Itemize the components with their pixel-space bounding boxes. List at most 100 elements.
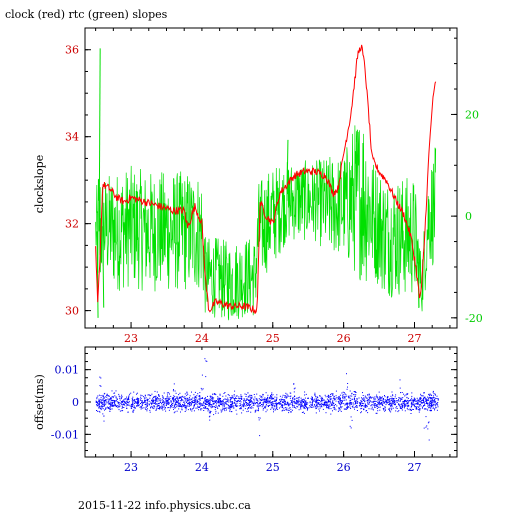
- offset-point: [230, 411, 232, 413]
- offset-point: [217, 402, 219, 404]
- offset-point: [320, 405, 322, 407]
- offset-point: [229, 406, 231, 408]
- offset-point: [344, 404, 346, 406]
- offset-point: [347, 402, 348, 404]
- offset-point: [333, 408, 335, 410]
- offset-point: [186, 397, 188, 399]
- offset-point: [168, 398, 170, 400]
- offset-point: [330, 405, 332, 406]
- offset-point: [199, 395, 201, 397]
- offset-point: [305, 406, 307, 408]
- offset-point: [264, 399, 266, 400]
- offset-point: [415, 408, 417, 410]
- offset-point: [119, 410, 121, 412]
- offset-point: [103, 420, 105, 422]
- offset-point: [197, 405, 199, 407]
- y-tick-label: 34: [65, 131, 79, 144]
- offset-point: [277, 402, 279, 404]
- offset-point: [428, 403, 430, 405]
- offset-point: [413, 397, 415, 399]
- offset-point: [245, 399, 247, 401]
- offset-point: [348, 403, 350, 405]
- offset-point: [418, 411, 420, 413]
- offset-point: [109, 401, 111, 403]
- offset-point: [314, 394, 316, 396]
- offset-point: [414, 398, 416, 400]
- offset-point: [311, 402, 313, 403]
- offset-point: [316, 400, 318, 402]
- offset-point: [103, 402, 105, 404]
- offset-point: [367, 402, 369, 404]
- offset-point: [260, 401, 262, 403]
- offset-point: [377, 396, 379, 398]
- offset-point: [209, 401, 211, 403]
- offset-point: [279, 395, 281, 397]
- offset-point: [264, 406, 265, 408]
- offset-point: [147, 394, 149, 396]
- offset-point: [361, 411, 362, 413]
- offset-point: [138, 400, 140, 402]
- offset-point: [100, 398, 102, 400]
- offset-point: [168, 409, 170, 411]
- offset-point: [413, 404, 415, 406]
- offset-point: [303, 412, 305, 414]
- offset-point: [343, 394, 345, 396]
- offset-point: [428, 404, 430, 406]
- offset-point: [191, 404, 192, 406]
- offset-point: [144, 400, 145, 402]
- offset-point: [126, 396, 128, 398]
- offset-point: [153, 405, 155, 406]
- offset-point: [140, 398, 142, 399]
- offset-point: [205, 403, 207, 405]
- offset-point: [423, 401, 425, 403]
- offset-point: [157, 397, 158, 399]
- offset-point: [107, 398, 109, 400]
- offset-point: [151, 399, 153, 401]
- offset-point: [392, 401, 394, 403]
- offset-point: [245, 398, 247, 400]
- offset-point: [265, 401, 267, 402]
- offset-point: [306, 402, 308, 404]
- offset-point: [323, 401, 325, 403]
- offset-point: [219, 400, 221, 402]
- offset-point: [323, 403, 325, 405]
- offset-point: [99, 407, 101, 409]
- offset-point: [193, 405, 195, 407]
- offset-point: [244, 400, 246, 402]
- offset-point: [231, 405, 233, 407]
- offset-point: [254, 410, 256, 412]
- offset-point: [115, 390, 117, 392]
- offset-point: [307, 408, 308, 409]
- offset-point: [427, 402, 429, 404]
- offset-point: [152, 399, 154, 401]
- offset-point: [326, 401, 328, 403]
- offset-point: [176, 410, 178, 412]
- offset-point: [230, 404, 232, 405]
- offset-point: [249, 394, 251, 396]
- offset-point: [369, 397, 371, 399]
- offset-point: [404, 407, 405, 409]
- offset-point: [258, 398, 260, 400]
- offset-point: [275, 408, 277, 410]
- offset-point: [150, 405, 152, 407]
- offset-point: [318, 403, 320, 405]
- offset-point: [353, 398, 355, 400]
- offset-point: [153, 406, 155, 408]
- offset-point: [308, 407, 310, 409]
- offset-point: [399, 400, 401, 402]
- offset-point: [338, 399, 340, 401]
- offset-point: [385, 404, 387, 406]
- y-axis-label-clockslope: clockslope: [33, 155, 46, 213]
- offset-point: [351, 419, 353, 421]
- offset-point: [426, 400, 428, 402]
- offset-point: [215, 403, 217, 405]
- offset-point: [234, 390, 236, 392]
- offset-point: [431, 400, 433, 402]
- offset-point: [338, 402, 340, 404]
- offset-point: [185, 398, 187, 400]
- offset-point: [393, 403, 395, 405]
- offset-point: [193, 407, 195, 409]
- offset-point: [170, 406, 172, 408]
- offset-point: [420, 405, 422, 407]
- offset-point: [196, 407, 198, 409]
